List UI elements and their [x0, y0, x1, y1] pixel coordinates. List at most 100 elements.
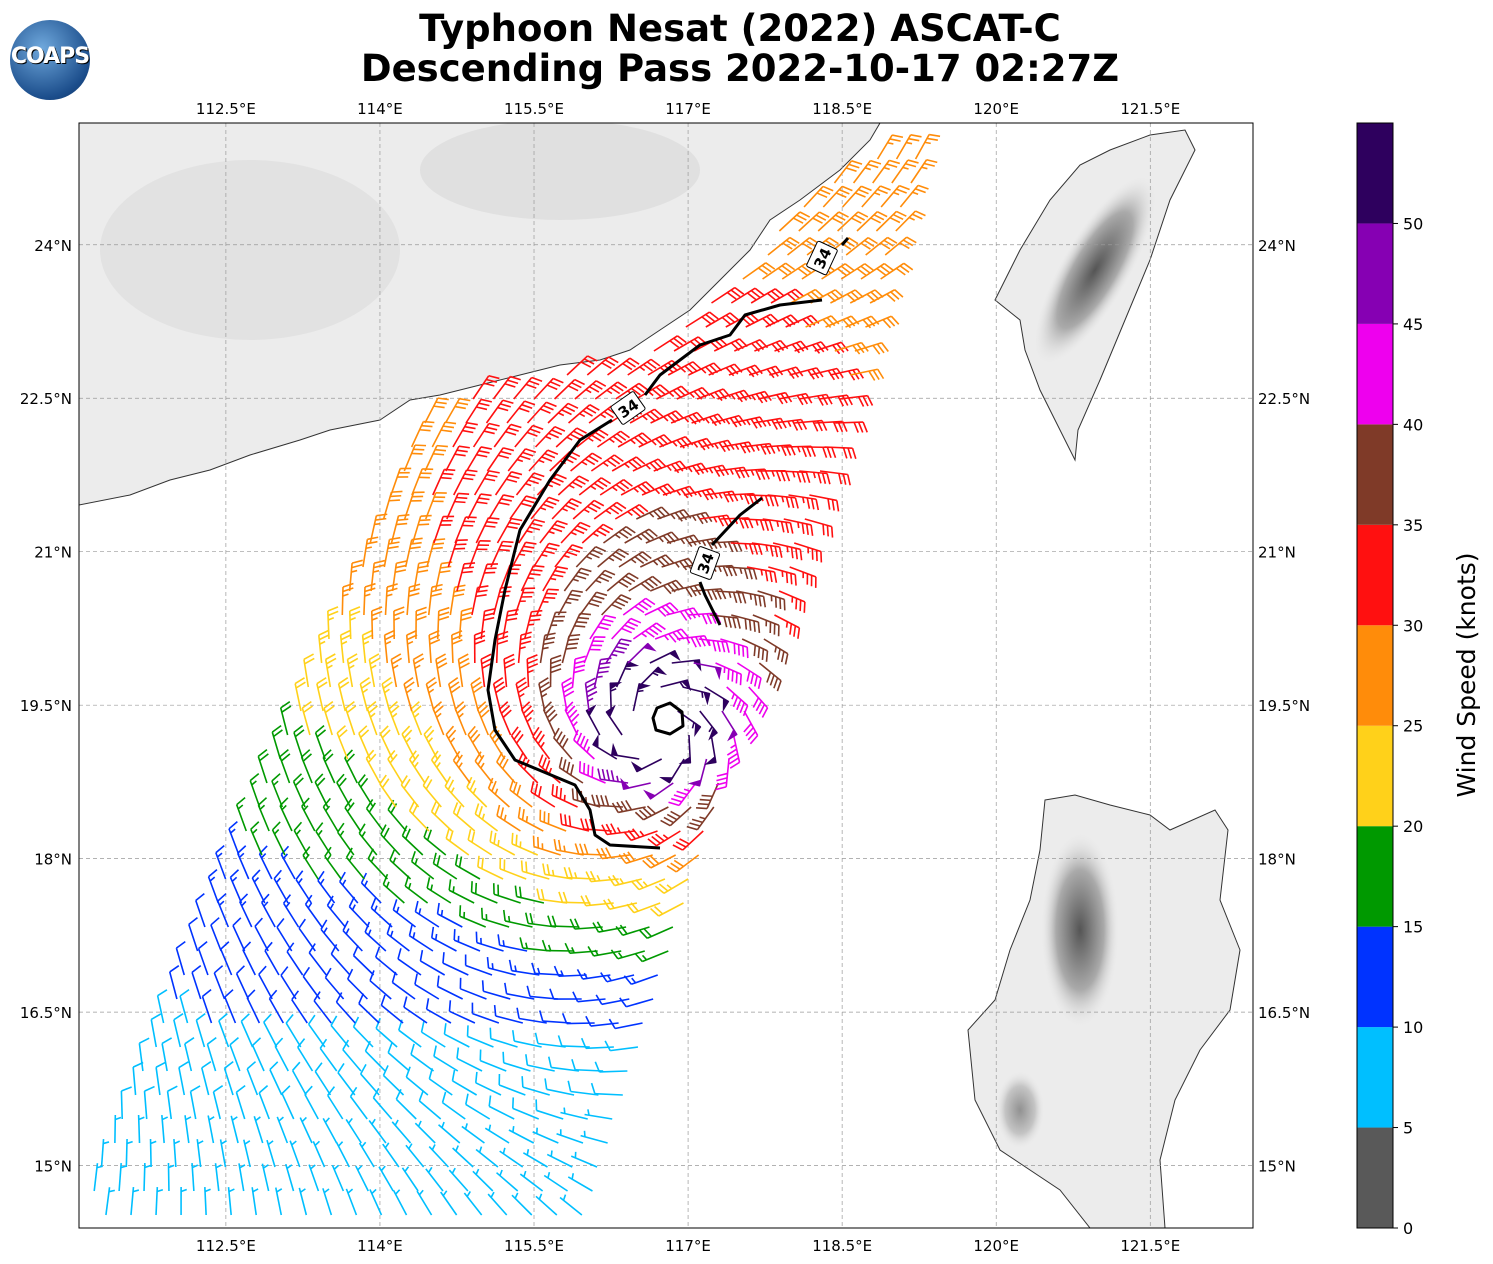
wind-barb: [426, 877, 452, 904]
wind-barb: [184, 1037, 195, 1072]
wind-barb: [295, 870, 312, 904]
wind-barb: [298, 1187, 308, 1216]
wind-barb: [365, 749, 381, 784]
colorbar-segment: [1357, 625, 1393, 726]
wind-barb: [638, 666, 668, 688]
wind-barb: [251, 869, 266, 904]
wind-barb: [423, 725, 439, 760]
wind-barb: [345, 1188, 358, 1216]
wind-barb: [200, 1061, 212, 1096]
wind-barb: [302, 966, 321, 1000]
wind-barb: [615, 382, 649, 400]
wind-barb: [331, 1164, 345, 1192]
wind-barb: [261, 1163, 270, 1192]
wind-barb: [481, 980, 511, 1000]
wind-barb: [543, 1171, 568, 1192]
wind-barb: [235, 797, 248, 832]
wind-barb: [544, 1078, 575, 1096]
wind-barb: [535, 1099, 564, 1120]
wind-barb: [762, 262, 796, 280]
wind-barb: [390, 467, 412, 496]
wind-barb: [497, 934, 528, 952]
wind-barb: [464, 954, 493, 976]
wind-barb: [359, 677, 372, 712]
wind-barb: [228, 821, 240, 856]
colorbar-label: Wind Speed (knots): [1452, 552, 1481, 797]
wind-barb: [514, 885, 545, 904]
wind-barb: [388, 701, 400, 736]
wind-barb: [659, 758, 685, 784]
wind-barb: [567, 1080, 599, 1096]
wind-barb: [475, 931, 504, 952]
wind-barb: [470, 881, 498, 904]
wind-barb: [539, 809, 567, 832]
wind-barb: [634, 805, 669, 821]
wind-barb: [251, 1187, 259, 1216]
wind-barb: [679, 437, 715, 451]
wind-barb: [880, 184, 910, 208]
wind-barb: [545, 611, 567, 640]
wind-barb: [229, 1037, 241, 1072]
wind-barb: [425, 998, 452, 1024]
wind-barb: [508, 959, 540, 976]
wind-barb: [336, 822, 355, 856]
wind-barb: [358, 993, 380, 1024]
wind-barb: [326, 895, 346, 928]
wind-barb: [161, 1115, 169, 1144]
wind-barb: [474, 751, 494, 784]
wind-barb: [179, 989, 190, 1024]
wind-barb: [125, 1138, 133, 1168]
eye-contour: [651, 701, 685, 736]
wind-barb: [386, 923, 410, 952]
wind-barb: [535, 1193, 558, 1216]
wind-barb: [584, 677, 598, 712]
wind-barb: [560, 1107, 588, 1120]
wind-barb: [666, 607, 701, 621]
wind-barb: [511, 541, 537, 568]
wind-barb: [313, 991, 332, 1024]
wind-barb: [251, 1037, 265, 1072]
wind-barb: [380, 824, 401, 856]
wind-barb: [557, 475, 590, 496]
wind-barb: [408, 750, 426, 784]
wind-barb: [269, 1061, 283, 1096]
wind-barb: [693, 662, 722, 680]
wind-barb: [576, 428, 609, 448]
wind-barb: [778, 392, 813, 406]
wind-barb: [456, 562, 476, 592]
wind-barb: [347, 968, 368, 1000]
wind-barb: [467, 725, 483, 760]
colorbar-segment: [1357, 424, 1393, 525]
wind-barb: [322, 797, 339, 832]
wind-barb: [511, 1030, 542, 1048]
wind-barb: [466, 1025, 494, 1048]
wind-barb: [860, 262, 894, 280]
wind-barb: [511, 832, 539, 856]
colorbar-segment: [1357, 524, 1393, 626]
wind-barb: [426, 538, 446, 568]
wind-barb: [794, 341, 829, 354]
wind-barb: [515, 472, 545, 496]
wind-barb: [745, 313, 780, 328]
wind-barb: [368, 653, 381, 688]
wind-barb: [403, 444, 427, 472]
wind-barb: [410, 420, 435, 448]
wind-barb: [410, 1043, 435, 1072]
colorbar-tick-label: 15: [1403, 918, 1423, 937]
wind-barb: [398, 1019, 422, 1048]
wind-barb: [292, 773, 306, 808]
wind-barb: [308, 1164, 320, 1192]
wind-barb: [875, 210, 907, 232]
wind-barb: [246, 1061, 259, 1096]
wind-barb: [884, 236, 917, 256]
wind-barb: [493, 423, 522, 448]
wind-barb: [479, 1049, 507, 1072]
wind-barb: [611, 456, 646, 472]
wind-barb: [360, 872, 382, 904]
colorbar-tick-label: 10: [1403, 1018, 1423, 1037]
logo-text: COAPS: [10, 44, 90, 69]
wind-barb: [611, 799, 646, 814]
wind-barb: [783, 518, 814, 536]
wind-barb: [659, 435, 694, 449]
